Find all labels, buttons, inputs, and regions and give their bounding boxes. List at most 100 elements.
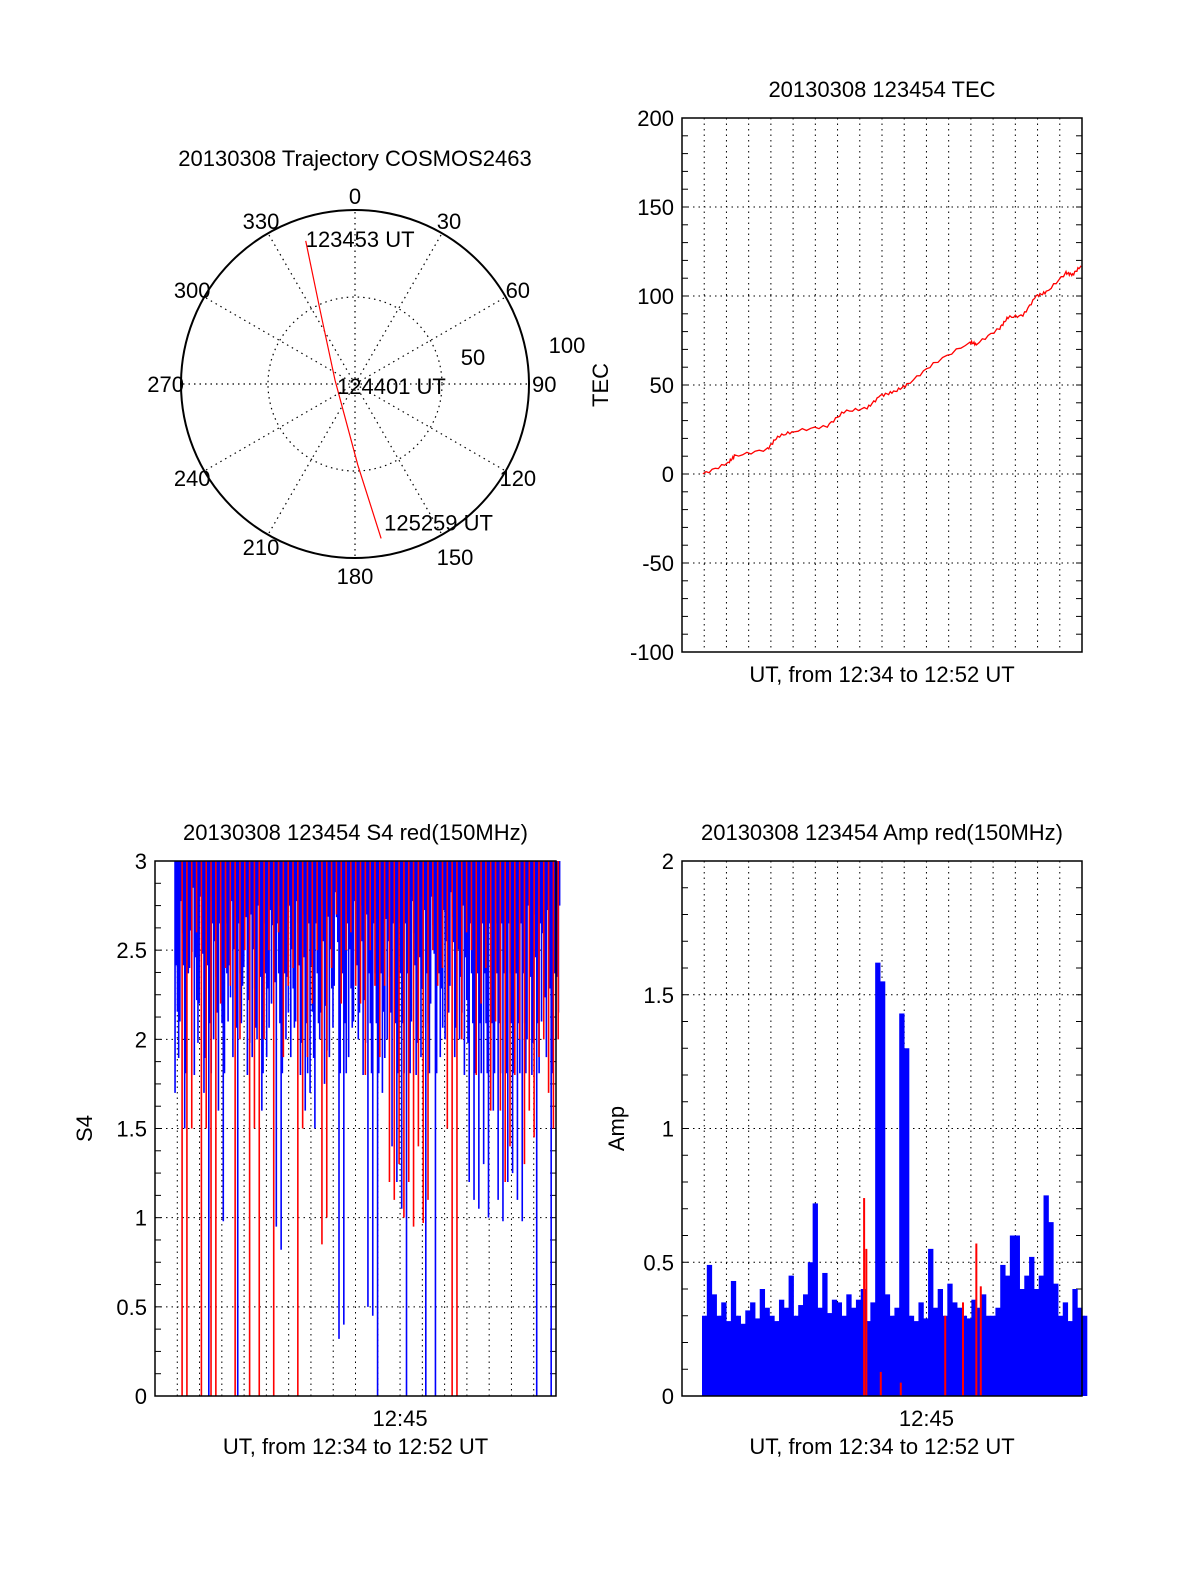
y-tick-label: 200	[637, 106, 674, 131]
amp-bar	[804, 1327, 806, 1396]
angle-tick-label: 300	[174, 278, 211, 303]
amp-bar	[1045, 1339, 1047, 1396]
y-tick-label: 1	[135, 1206, 147, 1231]
amp-bar	[1082, 1315, 1088, 1396]
angle-tick-label: 90	[532, 372, 556, 397]
amp-bar	[786, 1327, 788, 1396]
spoke-gridline	[354, 233, 443, 385]
amp-bar	[790, 1327, 792, 1396]
amp-bar	[953, 1315, 955, 1396]
amp-bar	[770, 1339, 772, 1396]
amp-bar	[1029, 1256, 1035, 1396]
amp-bar	[721, 1302, 727, 1396]
y-tick-label: 100	[637, 284, 674, 309]
amp-bar	[1043, 1195, 1049, 1396]
amp-bar	[838, 1315, 840, 1396]
amp-bar	[847, 1327, 849, 1396]
amp-bar	[801, 1327, 803, 1396]
amp-bar	[1075, 1327, 1077, 1396]
amp-bar	[884, 1294, 891, 1396]
polar-trajectory-chart	[180, 209, 530, 559]
amp-bar	[865, 1321, 871, 1396]
amp-bar	[719, 1315, 721, 1396]
x-axis-label: UT, from 12:34 to 12:52 UT	[749, 662, 1014, 687]
amp-bar	[819, 1327, 821, 1396]
amp-bar	[976, 1307, 982, 1396]
amp-bar	[825, 1339, 827, 1396]
amp-bar	[1053, 1283, 1059, 1396]
amp-bar	[1054, 1315, 1056, 1396]
amp-bar	[1085, 1339, 1087, 1396]
chart-title: 20130308 123454 Amp red(150MHz)	[701, 820, 1063, 845]
amp-bar	[764, 1307, 770, 1396]
amp-bar	[751, 1315, 753, 1396]
amp-bar	[887, 1327, 889, 1396]
angle-tick-label: 60	[506, 278, 530, 303]
amp-bar	[929, 1339, 931, 1396]
amp-bar	[1013, 1339, 1015, 1396]
amp-bar	[769, 1315, 775, 1396]
amp-bar	[730, 1280, 737, 1396]
amp-bar	[793, 1315, 799, 1396]
amp-bar	[871, 1339, 873, 1396]
angle-tick-label: 120	[499, 466, 536, 491]
amp-bar	[815, 1327, 817, 1396]
chart-title: 20130308 Trajectory COSMOS2463	[178, 146, 531, 171]
amp-bar	[1080, 1315, 1082, 1396]
amp-bar	[977, 1327, 979, 1396]
y-tick-label: 50	[650, 373, 674, 398]
amp-bar	[722, 1315, 724, 1396]
amp-red-bar	[863, 1198, 866, 1396]
y-tick-label: -100	[630, 640, 674, 665]
amp-bar	[987, 1339, 989, 1396]
amp-bar	[1024, 1275, 1030, 1396]
amp-bar	[899, 1013, 905, 1396]
amp-bar	[897, 1339, 899, 1396]
spoke-gridline	[204, 296, 356, 385]
amp-bar	[1001, 1339, 1003, 1396]
amp-bar	[817, 1307, 823, 1396]
amp-bar	[714, 1327, 716, 1396]
amp-bar	[969, 1341, 971, 1396]
amp-bar	[803, 1294, 809, 1396]
amp-bar	[932, 1307, 939, 1396]
amp-bar	[921, 1315, 923, 1396]
angle-tick-label: 210	[243, 535, 280, 560]
amp-bar	[1077, 1307, 1083, 1396]
amp-bar	[948, 1327, 950, 1396]
amp-bar	[726, 1321, 732, 1396]
amp-bar	[766, 1315, 768, 1396]
amp-bar	[1025, 1315, 1027, 1396]
amp-bar	[843, 1339, 845, 1396]
amp-bar	[1011, 1315, 1013, 1396]
amp-bar	[855, 1299, 862, 1396]
amp-bar	[985, 1315, 992, 1396]
amp-bar	[915, 1343, 917, 1396]
amp-bar	[833, 1327, 835, 1396]
amp-bar	[950, 1315, 952, 1396]
chart-1	[681, 117, 1083, 653]
amp-red-bar	[899, 1382, 902, 1396]
amp-bar	[1009, 1235, 1016, 1396]
amp-bar	[750, 1302, 756, 1396]
amp-bar	[844, 1327, 846, 1396]
amp-bar	[783, 1307, 790, 1396]
amp-bar	[937, 1289, 944, 1396]
amp-bar	[727, 1343, 729, 1396]
amp-bar	[1046, 1327, 1048, 1396]
amp-bar	[814, 1339, 816, 1396]
amp-bar	[912, 1339, 914, 1396]
amp-bar	[852, 1315, 854, 1396]
amp-bar	[1061, 1327, 1063, 1396]
amp-bar	[1048, 1222, 1054, 1396]
amp-bar	[823, 1315, 825, 1396]
amp-bar	[761, 1327, 763, 1396]
chart-2	[154, 860, 561, 1397]
amp-bar	[1040, 1315, 1042, 1396]
amp-bar	[827, 1313, 833, 1396]
x-axis-label: UT, from 12:34 to 12:52 UT	[223, 1434, 488, 1459]
amp-bar	[703, 1327, 705, 1396]
amp-bar	[716, 1315, 722, 1396]
amp-bar	[1033, 1289, 1040, 1396]
amp-bar	[734, 1315, 736, 1396]
